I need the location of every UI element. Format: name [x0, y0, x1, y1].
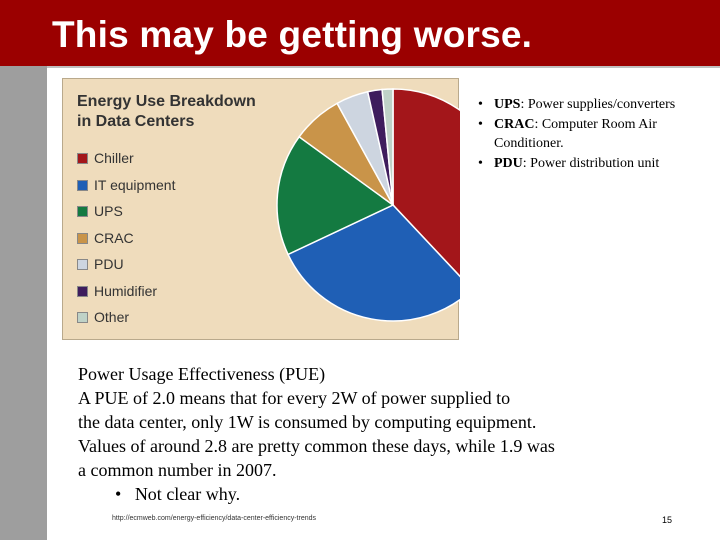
bullet-icon: •: [478, 155, 483, 171]
note-pdu: • PDU: Power distribution unit: [478, 154, 699, 174]
bullet-icon: •: [115, 484, 122, 504]
note-ups: • UPS: Power supplies/converters: [478, 95, 699, 115]
legend-swatch: [77, 232, 88, 244]
legend-item-ups: UPS: [77, 203, 123, 223]
body-line: A PUE of 2.0 means that for every 2W of …: [78, 388, 511, 408]
legend-label: PDU: [94, 256, 124, 272]
note-desc: : Computer Room Air Conditioner.: [494, 116, 657, 152]
note-desc: : Power supplies/converters: [520, 97, 676, 112]
legend-swatch: [77, 259, 88, 270]
slide-title: This may be getting worse.: [52, 14, 533, 55]
legend-label: UPS: [94, 203, 123, 219]
legend-label: Other: [94, 309, 130, 325]
note-term: UPS: [494, 97, 521, 112]
legend-swatch: [77, 179, 88, 191]
legend-item-humidifier: Humidifier: [77, 283, 157, 303]
legend-swatch: [77, 285, 88, 297]
body-line: Values of around 2.8 are pretty common t…: [78, 436, 555, 456]
legend-item-it-equipment: IT equipment: [77, 177, 175, 197]
title-bar: [0, 0, 720, 66]
page-number: 15: [662, 515, 673, 525]
pie-chart: [276, 88, 460, 322]
bullet-icon: •: [478, 116, 483, 132]
divider: [47, 66, 720, 68]
legend-label: Humidifier: [94, 282, 158, 299]
pie-slice-ups: [276, 135, 395, 256]
note-desc: : Power distribution unit: [522, 155, 660, 171]
note-term: CRAC: [494, 116, 535, 132]
pie-slice-other: [381, 88, 394, 206]
chart-title-line-2: in Data Centers: [77, 113, 195, 130]
body-text: Power Usage Effectiveness (PUE) A PUE of…: [78, 362, 638, 506]
legend-item-pdu: PDU: [77, 256, 124, 276]
legend-item-crac: CRAC: [77, 230, 134, 250]
pue-heading: Power Usage Effectiveness (PUE): [78, 364, 326, 384]
chart-title-line-1: Energy Use Breakdown: [77, 93, 256, 110]
legend-item-other: Other: [77, 309, 129, 329]
note-crac: • CRAC: Computer Room Air Conditioner.: [478, 115, 699, 154]
legend-label: CRAC: [94, 229, 134, 246]
body-line: a common number in 2007.: [78, 460, 277, 480]
abbreviation-notes: • UPS: Power supplies/converters • CRAC: C…: [478, 95, 699, 173]
pie-chart-figure: Energy Use Breakdown in Data Centers Chi…: [62, 78, 460, 340]
chart-title: Energy Use Breakdown in Data Centers: [77, 92, 256, 132]
sub-bullet: • Not clear why.: [78, 482, 638, 506]
legend-swatch: [77, 312, 88, 323]
source-url[interactable]: http://ecmweb.com/energy-efficiency/data…: [112, 515, 317, 522]
pie-slice-chiller: [392, 88, 460, 278]
legend-item-chiller: Chiller: [77, 150, 134, 170]
pie-slice-it-equipment: [287, 204, 460, 322]
legend-label: IT equipment: [94, 176, 176, 193]
body-line: the data center, only 1W is consumed by …: [78, 412, 537, 432]
sub-bullet-text: Not clear why.: [134, 484, 241, 504]
legend-swatch: [77, 153, 88, 164]
legend-label: Chiller: [94, 150, 134, 166]
legend-swatch: [77, 206, 88, 217]
note-term: PDU: [494, 155, 523, 171]
bullet-icon: •: [478, 97, 483, 112]
left-strip: [0, 66, 47, 540]
